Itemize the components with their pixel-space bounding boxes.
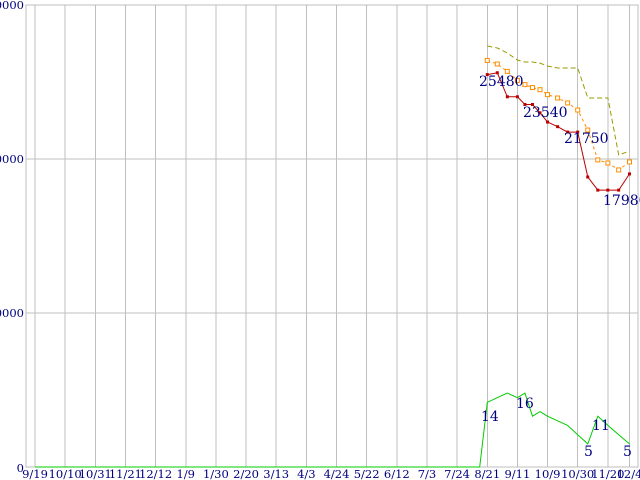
series-line-bottom-green	[35, 392, 630, 468]
data-point-marker	[605, 160, 611, 166]
data-point-marker	[484, 57, 490, 63]
x-axis-tick-label: 2/20	[233, 467, 259, 480]
y-axis-tick-labels: 0 10000 20000 30000	[0, 0, 24, 475]
data-point-marker	[627, 159, 632, 165]
data-point-marker	[595, 157, 601, 163]
data-series	[35, 45, 630, 468]
x-axis-tick-label: 1/9	[176, 467, 195, 480]
data-markers	[484, 57, 632, 192]
data-point-marker	[515, 95, 519, 99]
data-point-marker	[576, 130, 580, 134]
data-point-marker	[556, 125, 560, 129]
x-axis-tick-label: 1/30	[203, 467, 229, 480]
data-point-marker	[585, 127, 591, 133]
x-axis-tick-label: 10/30	[561, 467, 594, 480]
x-axis-tick-label: 4/3	[297, 467, 316, 480]
series-line-middle-orange-dashed	[487, 59, 630, 171]
data-point-label: 5	[623, 444, 632, 460]
data-point-marker	[628, 172, 631, 176]
x-axis-tick-label: 12/12	[139, 467, 172, 480]
data-point-label: 5	[584, 444, 593, 460]
data-point-marker	[586, 175, 590, 179]
x-axis-tick-label: 11/20	[591, 467, 624, 480]
data-point-marker	[555, 95, 561, 101]
data-point-marker	[514, 77, 520, 83]
data-point-label: 17980	[603, 193, 640, 209]
data-point-marker	[494, 61, 500, 67]
data-point-label: 21750	[564, 131, 609, 147]
x-axis-tick-label: 7/3	[418, 467, 437, 480]
data-point-marker	[505, 95, 509, 99]
data-point-marker	[522, 82, 528, 88]
data-point-label: 11	[592, 418, 610, 434]
x-axis-tick-label: 9/11	[504, 467, 530, 480]
data-point-marker	[523, 102, 527, 106]
data-point-marker	[529, 85, 535, 91]
data-point-marker	[575, 107, 581, 113]
x-axis-tick-label: 12/4	[617, 467, 640, 480]
x-axis-tick-label: 9/19	[22, 467, 48, 480]
y-axis-tick-label: 0	[17, 461, 24, 475]
x-axis-tick-label: 8/21	[474, 467, 500, 480]
x-axis-tick-label: 5/22	[354, 467, 380, 480]
data-point-marker	[565, 100, 571, 106]
x-axis-tick-label: 10/9	[535, 467, 561, 480]
data-point-marker	[495, 71, 499, 75]
data-point-marker	[545, 92, 551, 98]
data-point-marker	[504, 68, 510, 74]
data-point-label: 14	[481, 409, 499, 425]
data-point-label: 23540	[523, 105, 568, 121]
x-axis-tick-label: 11/21	[109, 467, 142, 480]
data-point-label: 25480	[479, 74, 524, 90]
data-point-marker	[538, 111, 542, 115]
y-axis-tick-label: 30000	[0, 0, 24, 12]
data-point-marker	[485, 73, 489, 77]
y-axis-tick-label: 10000	[0, 306, 24, 320]
y-axis-tick-label: 20000	[0, 152, 24, 166]
data-point-marker	[537, 87, 543, 93]
data-point-labels: 25480 23540 21750 17980 14 16 5 11 5	[479, 74, 640, 460]
series-line-lower-red-solid	[487, 72, 630, 191]
x-axis-tick-label: 10/10	[49, 467, 82, 480]
data-point-marker	[566, 130, 570, 134]
data-point-marker	[596, 188, 600, 192]
data-point-marker	[617, 188, 621, 192]
data-point-label: 16	[516, 396, 534, 412]
data-point-marker	[616, 167, 622, 173]
plot-border	[25, 4, 639, 468]
data-point-marker	[546, 120, 550, 124]
gridlines	[26, 5, 638, 467]
x-axis-tick-label: 3/13	[263, 467, 289, 480]
x-axis-tick-label: 10/31	[79, 467, 112, 480]
data-point-marker	[606, 188, 610, 192]
series-line-upper-olive-dashed	[487, 45, 630, 156]
x-axis-tick-label: 4/24	[324, 467, 350, 480]
x-axis-tick-label: 7/24	[444, 467, 470, 480]
x-axis-tick-label: 6/12	[384, 467, 410, 480]
data-point-marker	[530, 102, 534, 106]
